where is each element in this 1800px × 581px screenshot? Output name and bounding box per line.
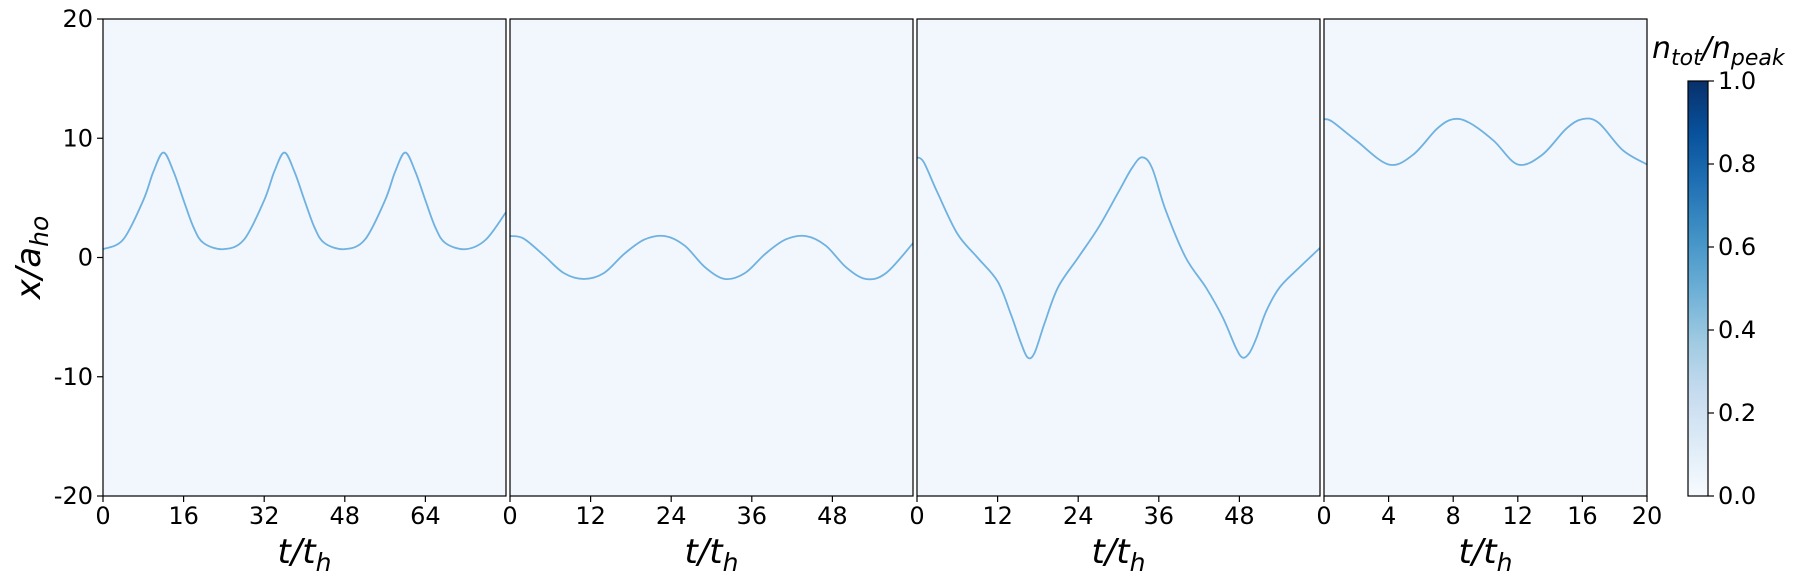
x-axis-label: t/th: [1092, 532, 1146, 577]
trajectory-line: [917, 156, 1320, 360]
x-axis-label: t/th: [278, 532, 332, 577]
y-tick-label: -20: [54, 482, 93, 510]
panel-1: 0 16 32 48 64 t/th: [95, 18, 507, 577]
x-tick-label: 0: [909, 502, 924, 530]
panel-4: 0 4 8 12 16 20 t/th: [1316, 18, 1663, 577]
x-tick-label: 32: [249, 502, 280, 530]
x-tick-label: 16: [168, 502, 199, 530]
trajectory-line: [510, 234, 913, 281]
x-tick-label: 12: [575, 502, 606, 530]
x-tick-label: 48: [330, 502, 361, 530]
x-tick-label: 36: [1144, 502, 1175, 530]
y-axis-label: x/aho: [9, 216, 54, 301]
colorbar-tick-label: 0.0: [1718, 482, 1756, 510]
density-heatmap: [103, 19, 506, 496]
x-tick-label: 12: [1503, 502, 1534, 530]
x-tick-label: 24: [1063, 502, 1094, 530]
panel-frame: [1323, 18, 1648, 497]
density-heatmap: [510, 19, 913, 496]
x-axis-label: t/th: [685, 532, 739, 577]
colorbar-tick-label: 1.0: [1718, 67, 1756, 95]
y-tick-label: 20: [62, 5, 93, 33]
panel-frame: [916, 18, 1321, 497]
x-tick-label: 12: [982, 502, 1013, 530]
x-axis-label: t/th: [1459, 532, 1513, 577]
x-tick-label: 24: [656, 502, 687, 530]
x-tick-label: 48: [817, 502, 848, 530]
colorbar-tick-label: 0.8: [1718, 150, 1756, 178]
colorbar-tick-label: 0.4: [1718, 316, 1756, 344]
panel-2: 0 12 24 36 48 t/th: [502, 18, 914, 577]
x-tick-label: 48: [1224, 502, 1255, 530]
x-tick-label: 8: [1446, 502, 1461, 530]
x-tick-label: 64: [410, 502, 441, 530]
panel-frame: [509, 18, 914, 497]
x-tick-label: 16: [1567, 502, 1598, 530]
x-tick-label: 0: [1316, 502, 1331, 530]
trajectory-line: [103, 151, 506, 251]
colorbar: [1687, 80, 1709, 497]
trajectory-line: [1324, 117, 1647, 166]
y-tick-label: 10: [62, 124, 93, 152]
colorbar-tick-label: 0.6: [1718, 233, 1756, 261]
y-tick-label: -10: [54, 363, 93, 391]
x-tick-label: 0: [95, 502, 110, 530]
x-tick-label: 0: [502, 502, 517, 530]
colorbar-label: ntot/npeak: [1652, 31, 1786, 71]
x-tick-label: 4: [1381, 502, 1396, 530]
colorbar-tick-label: 0.2: [1718, 399, 1756, 427]
y-tick-label: 0: [78, 244, 93, 272]
density-heatmap: [1324, 19, 1647, 496]
x-tick-label: 20: [1632, 502, 1663, 530]
panel-3: 0 12 24 36 48 t/th: [909, 18, 1321, 577]
x-tick-label: 36: [737, 502, 768, 530]
density-heatmap: [917, 19, 1320, 496]
